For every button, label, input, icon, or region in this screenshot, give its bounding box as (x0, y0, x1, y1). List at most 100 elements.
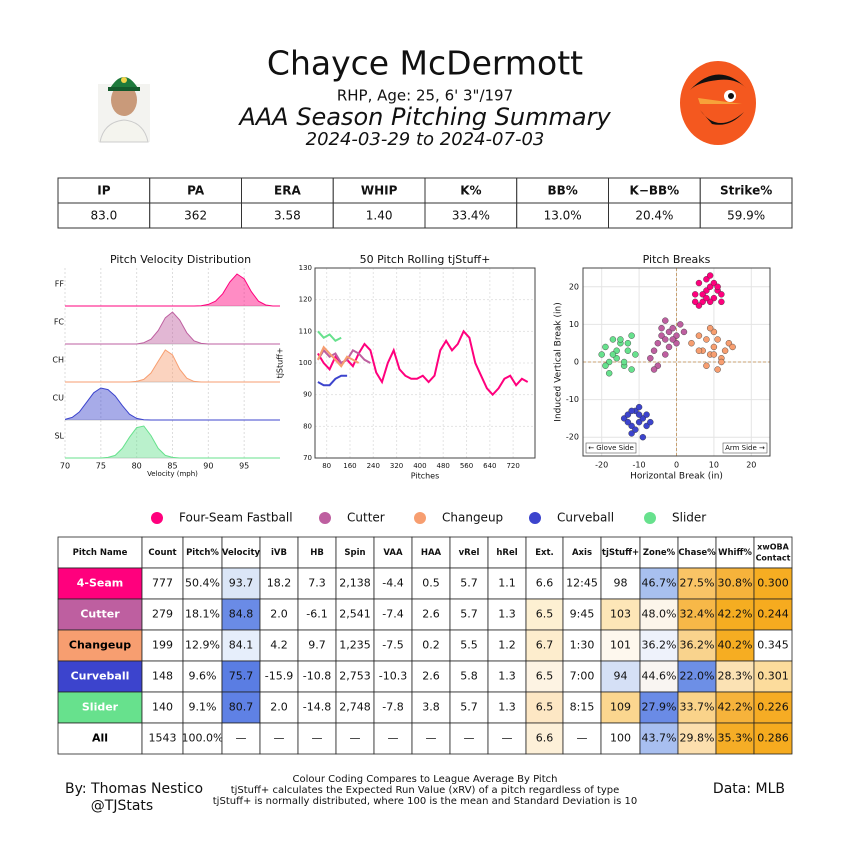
table-value: 28.3% (718, 670, 753, 683)
table-cell (297, 536, 337, 569)
break-point (718, 298, 725, 306)
table-header: Spin (344, 548, 365, 558)
pitch-name: Curveball (71, 670, 130, 683)
table-cell (699, 177, 793, 204)
table-value: 0.300 (757, 577, 789, 590)
table-value: 33.7% (680, 701, 715, 714)
table-value: 9:45 (570, 608, 595, 621)
table-value: 9.6% (189, 670, 217, 683)
table-cell (608, 177, 701, 204)
ridge-line (65, 273, 280, 307)
table-value: -10.3 (379, 670, 407, 683)
table-cell (411, 629, 451, 662)
table-cell (753, 722, 793, 755)
break-point (658, 324, 665, 332)
y-tick-label: 100 (299, 359, 312, 367)
x-tick-label: 75 (96, 462, 106, 471)
y-tick-label: 110 (299, 327, 312, 335)
table-value: 83.0 (91, 209, 118, 223)
report-title: AAA Season Pitching Summary (237, 103, 611, 131)
table-cell (753, 536, 793, 569)
table-header: Whiff% (718, 548, 752, 558)
table-cell (259, 660, 299, 693)
table-cell (516, 202, 609, 229)
y-tick-label: 120 (299, 296, 312, 304)
table-value: 98 (614, 577, 628, 590)
break-point (662, 351, 669, 358)
x-tick-label: 480 (437, 462, 450, 470)
annotation: ← Glove Side (588, 444, 634, 452)
x-tick-label: 0 (674, 461, 679, 470)
table-header: Zone% (643, 548, 676, 558)
table-cell (373, 629, 413, 662)
table-value: 1.3 (498, 670, 516, 683)
table-cell (487, 598, 527, 631)
table-header: K% (460, 184, 481, 198)
table-cell (600, 567, 641, 600)
table-cell (449, 722, 489, 755)
legend-marker (414, 512, 426, 524)
legend-marker (644, 512, 656, 524)
break-point (703, 336, 710, 343)
table-cell (715, 722, 755, 755)
table-value: 279 (152, 608, 173, 621)
break-point (632, 351, 639, 358)
row-label: FF (55, 280, 65, 289)
table-cell (221, 629, 261, 662)
x-tick-label: 85 (167, 462, 177, 471)
table-value: 5.7 (460, 608, 478, 621)
table-cell (57, 177, 151, 204)
table-value: — (350, 732, 361, 745)
table-value: 0.345 (757, 639, 789, 652)
table-value: 36.2% (642, 639, 677, 652)
table-value: 6.7 (536, 639, 554, 652)
player-name: Chayce McDermott (267, 44, 583, 83)
x-tick-label: 560 (460, 462, 473, 470)
break-point (692, 291, 699, 298)
y-tick-label: 70 (303, 454, 312, 462)
break-point (695, 332, 703, 339)
rolling-line (317, 329, 529, 397)
break-point (620, 358, 628, 366)
break-point (617, 336, 624, 343)
footer-note: tjStuff+ is normally distributed, where … (213, 796, 637, 807)
table-cell (141, 691, 184, 724)
table-header: Ext. (535, 548, 554, 558)
table-value: 1.3 (498, 701, 516, 714)
table-value: 50.4% (185, 577, 220, 590)
table-value: 35.3% (718, 732, 753, 745)
table-value: 12:45 (566, 577, 598, 590)
table-value: 30.8% (718, 577, 753, 590)
table-cell (562, 629, 602, 662)
ridge-fill (65, 312, 280, 344)
footer-note: tjStuff+ calculates the Expected Run Val… (231, 785, 620, 796)
table-cell (259, 722, 299, 755)
x-tick-label: 95 (239, 462, 249, 471)
break-point (669, 336, 676, 343)
table-cell (487, 722, 527, 755)
table-cell (221, 722, 261, 755)
break-point (677, 321, 684, 328)
date-range: 2024-03-29 to 2024-07-03 (306, 129, 545, 150)
break-point (624, 347, 632, 354)
table-value: 84.8 (229, 608, 254, 621)
footer-handle: @TJStats (91, 798, 153, 814)
table-header: PA (187, 184, 205, 198)
table-cell (57, 598, 143, 631)
break-point (628, 332, 635, 339)
table-value: 6.5 (536, 670, 554, 683)
table-header: iVB (271, 548, 287, 558)
break-point (710, 351, 718, 358)
table-header: hRel (496, 548, 517, 558)
annotation: Arm Side → (725, 444, 765, 452)
table-cell (373, 691, 413, 724)
break-point (714, 336, 721, 343)
break-point (628, 407, 635, 415)
table-value: -15.9 (265, 670, 293, 683)
table-cell (221, 598, 261, 631)
table-value: 7:00 (570, 670, 595, 683)
table-cell (449, 629, 489, 662)
break-point (602, 343, 609, 351)
table-value: 3.58 (274, 209, 301, 223)
break-point (706, 272, 714, 279)
